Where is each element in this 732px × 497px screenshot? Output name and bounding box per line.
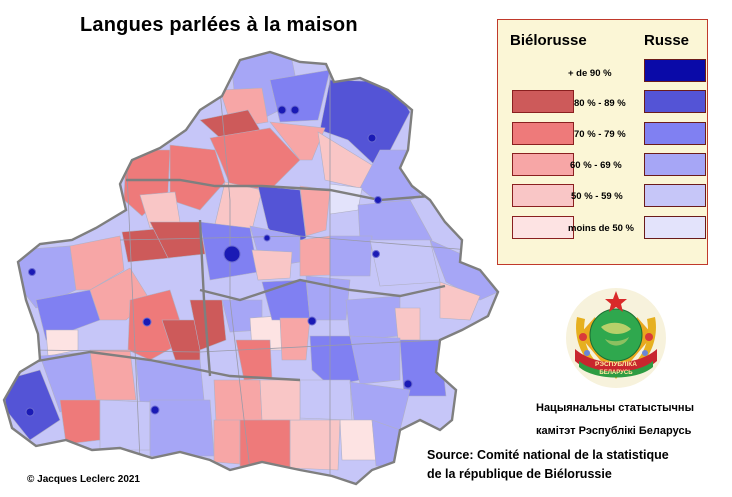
emblem-ribbon-text-2: БЕЛАРУСЬ [599, 370, 633, 376]
legend-swatch-russian-80 [644, 90, 706, 113]
city-marker [307, 316, 317, 326]
cities [25, 105, 413, 417]
region [45, 329, 79, 357]
city-marker [150, 405, 160, 415]
region [345, 295, 401, 341]
belarus-emblem: РЭСПУБЛІКА БЕЛАРУСЬ [566, 288, 666, 388]
legend-swatch-belarusian-60 [512, 153, 574, 176]
region [349, 335, 401, 385]
legend-label-60: 60 % - 69 % [570, 160, 622, 171]
region [135, 359, 205, 403]
region [213, 419, 241, 465]
region [69, 235, 125, 291]
region [299, 379, 353, 421]
region [169, 144, 226, 211]
map-title: Langues parlées à la maison [80, 14, 358, 36]
legend-swatch-belarusian-80 [512, 90, 574, 113]
legend-label-50: 50 % - 59 % [571, 191, 623, 202]
legend-swatch-russian-60 [644, 153, 706, 176]
emblem-ribbon-text-1: РЭСПУБЛІКА [595, 361, 637, 368]
legend-label-90: + de 90 % [568, 68, 612, 79]
legend-swatch-russian-below50 [644, 216, 706, 239]
city-marker [25, 407, 35, 417]
city-marker [374, 196, 382, 204]
region [439, 281, 481, 321]
city-marker [403, 379, 413, 389]
region [149, 221, 206, 259]
city-marker [290, 105, 300, 115]
city-marker [28, 268, 36, 276]
source-line1: Source: Comité national de la statistiqu… [427, 448, 669, 462]
region [189, 299, 227, 351]
legend-swatch-belarusian-below50 [512, 216, 574, 239]
legend-swatch-belarusian-70 [512, 122, 574, 145]
copyright: © Jacques Leclerc 2021 [27, 474, 140, 485]
agency-name-line2: камітэт Рэспублікі Беларусь [536, 425, 692, 437]
region [213, 379, 263, 423]
city-marker [142, 317, 152, 327]
legend-swatch-russian-70 [644, 122, 706, 145]
city-marker [223, 245, 241, 263]
region [279, 317, 311, 361]
region [99, 399, 151, 451]
city-marker [263, 234, 271, 242]
legend-header-russian: Russe [644, 32, 690, 49]
source-line2: de la république de Biélorussie [427, 467, 612, 481]
city-marker [372, 250, 380, 258]
agency-name-line1: Нацыянальны статыстычны [536, 402, 694, 414]
region [299, 235, 331, 277]
region [259, 379, 301, 421]
region [89, 349, 137, 401]
region [329, 235, 373, 277]
legend-label-80: 80 % - 89 % [574, 98, 626, 109]
region [149, 399, 215, 457]
region [339, 419, 377, 461]
legend-label-below50: moins de 50 % [568, 223, 634, 234]
region [269, 121, 326, 161]
legend-label-70: 70 % - 79 % [574, 129, 626, 140]
region [251, 249, 293, 281]
region [329, 183, 363, 215]
legend-swatch-russian-90 [644, 59, 706, 82]
region [394, 307, 421, 341]
city-marker [277, 105, 287, 115]
legend-swatch-belarusian-50 [512, 184, 574, 207]
region [239, 419, 291, 469]
region [289, 419, 341, 471]
legend-header-belarusian: Biélorusse [510, 32, 587, 49]
legend-swatch-russian-50 [644, 184, 706, 207]
legend-box: Biélorusse Russe + de 90 % 80 % - 89 % 7… [497, 19, 708, 265]
region [59, 399, 101, 445]
city-marker [367, 133, 377, 143]
